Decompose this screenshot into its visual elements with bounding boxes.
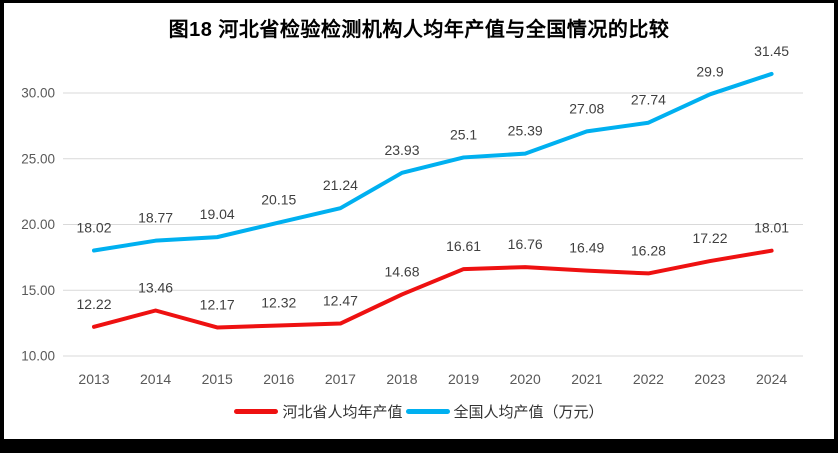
data-label-series1: 18.77 xyxy=(138,210,173,226)
data-label-series0: 12.32 xyxy=(261,294,296,310)
x-axis-tick-label: 2022 xyxy=(633,371,664,387)
x-axis-tick-label: 2020 xyxy=(510,371,541,387)
y-axis-tick-label: 25.00 xyxy=(21,151,55,166)
line-chart-canvas: 10.00 15.00 20.00 25.00 30.00 2013 2014 2015 201… xyxy=(21,43,803,387)
data-label-series0: 16.61 xyxy=(446,238,481,254)
legend-line-swatch xyxy=(405,409,450,414)
data-label-series0: 13.46 xyxy=(138,280,173,296)
series-line-1 xyxy=(92,71,774,253)
legend-item-1: 全国人均产值（万元） xyxy=(405,401,604,422)
y-axis-tick-label: 10.00 xyxy=(21,349,55,364)
data-label-series0: 12.17 xyxy=(200,296,235,312)
legend-item-0: 河北省人均年产值 xyxy=(234,401,403,422)
legend-line-swatch xyxy=(234,409,279,414)
chart-title: 图18 河北省检验检测机构人均年产值与全国情况的比较 xyxy=(168,19,670,41)
x-axis-tick-label: 2024 xyxy=(756,371,787,387)
data-label-series1: 19.04 xyxy=(200,206,235,222)
data-label-series0: 18.01 xyxy=(754,220,789,236)
data-label-series1: 20.15 xyxy=(261,192,296,208)
legend-label: 全国人均产值（万元） xyxy=(453,404,604,421)
data-label-series1: 21.24 xyxy=(323,177,358,193)
x-axis-tick-label: 2014 xyxy=(140,371,171,387)
data-label-series0: 17.22 xyxy=(692,230,727,246)
y-axis-tick-label: 20.00 xyxy=(21,217,55,232)
data-label-series0: 16.76 xyxy=(508,236,543,252)
y-axis-tick-label: 15.00 xyxy=(21,283,55,298)
data-label-series1: 27.74 xyxy=(631,92,666,108)
data-label-series0: 14.68 xyxy=(384,263,419,279)
y-axis-tick-label: 30.00 xyxy=(21,86,55,101)
x-axis-tick-label: 2015 xyxy=(202,371,233,387)
x-axis-tick-label: 2021 xyxy=(571,371,602,387)
x-axis-tick-label: 2017 xyxy=(325,371,356,387)
data-label-series1: 18.02 xyxy=(76,220,111,236)
x-axis-tick-label: 2019 xyxy=(448,371,479,387)
data-label-series0: 12.47 xyxy=(323,293,358,309)
data-label-series1: 29.9 xyxy=(696,63,723,79)
data-label-series0: 12.22 xyxy=(76,296,111,312)
x-axis-tick-label: 2013 xyxy=(78,371,109,387)
data-label-series1: 23.93 xyxy=(384,142,419,158)
data-label-series1: 25.39 xyxy=(508,123,543,139)
data-label-series0: 16.49 xyxy=(569,240,604,256)
data-label-series1: 25.1 xyxy=(450,126,477,142)
legend-label: 河北省人均年产值 xyxy=(282,404,403,421)
data-label-series1: 31.45 xyxy=(754,43,789,59)
series-line-0 xyxy=(92,248,774,330)
x-axis-tick-label: 2016 xyxy=(263,371,294,387)
x-axis-tick-label: 2023 xyxy=(694,371,725,387)
x-axis-tick-label: 2018 xyxy=(386,371,417,387)
data-label-series1: 27.08 xyxy=(569,100,604,116)
data-label-series0: 16.28 xyxy=(631,242,666,258)
chart-legend: 河北省人均年产值 全国人均产值（万元） xyxy=(4,401,834,422)
